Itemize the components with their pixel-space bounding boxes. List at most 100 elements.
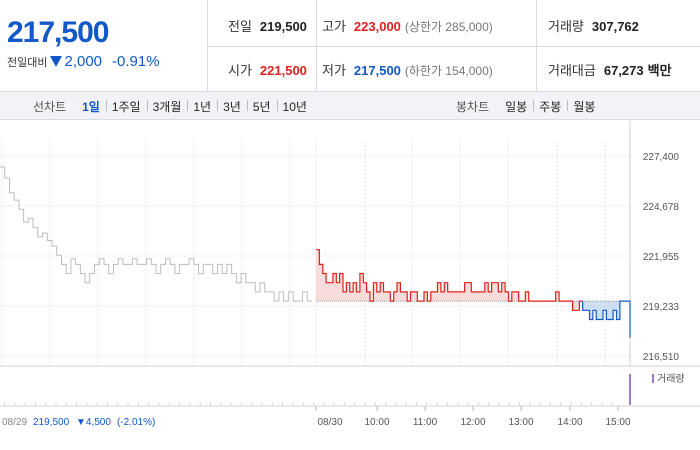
volume-bar xyxy=(426,402,428,405)
stat-value: 221,500 xyxy=(259,63,307,78)
change-value: 2,000 xyxy=(64,53,103,70)
volume-bar xyxy=(508,402,510,405)
volume-bar xyxy=(158,402,160,405)
prev-day-date: 08/29 xyxy=(2,417,27,428)
prev-day-close: 219,500 xyxy=(33,417,70,428)
stat-high: 고가 223,000 (상한가 285,000) xyxy=(322,16,493,35)
y-tick-label: 227,400 xyxy=(643,152,680,163)
y-tick-label: 224,678 xyxy=(643,202,680,213)
quote-panel: 217,500 전일대비 2,000 -0.91% 전일 219,500 고가 … xyxy=(0,0,700,92)
volume-bar xyxy=(374,402,376,405)
volume-bar xyxy=(560,402,562,405)
volume-bar xyxy=(385,402,387,405)
tab-daily[interactable]: 일봉 xyxy=(505,99,528,114)
stat-label: 거래량 xyxy=(548,19,584,34)
y-tick-label: 219,233 xyxy=(643,302,680,313)
volume-bar xyxy=(446,402,448,405)
stat-prev-close: 전일 219,500 xyxy=(228,16,307,35)
x-tick-label: 13:00 xyxy=(508,417,533,428)
tab-1w[interactable]: 1주일 xyxy=(105,98,147,115)
volume-bar xyxy=(14,402,16,405)
volume-legend-swatch xyxy=(652,374,654,383)
volume-bar xyxy=(611,402,613,405)
volume-bar xyxy=(302,402,304,405)
x-tick-label: 12:00 xyxy=(460,417,485,428)
stat-value: 67,273 xyxy=(603,63,644,78)
prev-day-change-pct: (-2.01%) xyxy=(117,417,155,428)
volume-bar xyxy=(529,402,531,405)
volume-bar xyxy=(117,402,119,405)
line-chart-tabs: 선차트 1일 1주일 3개월 1년 3년 5년 10년 xyxy=(33,92,313,120)
today-line-up xyxy=(316,249,583,311)
x-tick-label: 08/30 xyxy=(317,417,342,428)
x-tick-label: 11:00 xyxy=(413,417,438,428)
volume-bar xyxy=(364,402,366,405)
volume-bar xyxy=(570,402,572,405)
volume-bar xyxy=(467,402,469,405)
change-label: 전일대비 xyxy=(7,56,48,69)
today-line-down xyxy=(582,300,631,338)
x-tick-label: 14:00 xyxy=(557,417,582,428)
volume-bar xyxy=(55,402,57,405)
stat-value: 219,500 xyxy=(259,19,307,34)
lower-limit: (하한가 154,000) xyxy=(404,64,493,78)
chart-footer: 08/29 219,500 ▼4,500 (-2.01%) xyxy=(2,417,155,428)
volume-bar xyxy=(395,402,397,405)
candle-chart-tabs: 봉차트 일봉 주봉 월봉 xyxy=(456,92,601,120)
volume-bar xyxy=(323,402,325,405)
volume-bar xyxy=(405,402,407,405)
volume-bar xyxy=(629,374,631,405)
x-tick-label: 10:00 xyxy=(364,417,389,428)
volume-bar xyxy=(313,402,314,405)
stat-label: 저가 xyxy=(322,63,346,78)
volume-bar xyxy=(199,402,201,405)
tab-1y[interactable]: 1년 xyxy=(187,98,217,115)
volume-bar xyxy=(76,402,78,405)
tab-monthly[interactable]: 월봉 xyxy=(567,98,601,115)
tab-5y[interactable]: 5년 xyxy=(246,98,277,115)
volume-bar xyxy=(416,402,417,405)
volume-bar xyxy=(457,402,459,405)
volume-bar xyxy=(549,402,551,405)
tab-3m[interactable]: 3개월 xyxy=(146,98,188,115)
volume-bar xyxy=(354,402,356,405)
volume-bar xyxy=(107,402,108,405)
volume-bar xyxy=(24,402,26,405)
volume-bar xyxy=(282,402,284,405)
volume-pane: 거래량 xyxy=(4,373,685,405)
y-tick-label: 216,510 xyxy=(643,352,680,363)
volume-bar xyxy=(601,402,603,405)
tab-10y[interactable]: 10년 xyxy=(276,98,313,115)
chart-tabs-bar: 선차트 1일 1주일 3개월 1년 3년 5년 10년 봉차트 일봉 주봉 월봉 xyxy=(0,92,700,120)
down-triangle-icon xyxy=(50,56,63,67)
tab-3y[interactable]: 3년 xyxy=(217,98,247,115)
x-tick-label: 15:00 xyxy=(605,417,630,428)
volume-bar xyxy=(580,402,582,405)
volume-bar xyxy=(4,402,5,405)
tab-weekly[interactable]: 주봉 xyxy=(533,98,567,115)
volume-bar xyxy=(271,402,273,405)
volume-bar xyxy=(137,402,139,405)
y-tick-label: 221,955 xyxy=(643,252,680,263)
volume-bar xyxy=(251,402,253,405)
stat-label: 전일 xyxy=(228,19,252,34)
stat-value: 307,762 xyxy=(591,19,639,34)
volume-bar xyxy=(127,402,129,405)
volume-bar xyxy=(34,402,36,405)
volume-bar xyxy=(591,402,593,405)
volume-bar xyxy=(189,402,191,405)
stat-unit: 백만 xyxy=(647,63,672,78)
stat-label: 거래대금 xyxy=(548,63,596,78)
volume-bar xyxy=(498,402,500,405)
volume-bar xyxy=(65,402,67,405)
volume-bar xyxy=(45,402,47,405)
volume-bar xyxy=(436,402,438,405)
tab-1d[interactable]: 1일 xyxy=(82,99,100,114)
volume-bar xyxy=(539,402,541,405)
volume-bar xyxy=(86,402,88,405)
stat-label: 시가 xyxy=(228,63,252,78)
candle-chart-title: 봉차트 xyxy=(456,99,490,114)
change-percent: -0.91% xyxy=(112,53,160,70)
volume-bar xyxy=(488,402,490,405)
